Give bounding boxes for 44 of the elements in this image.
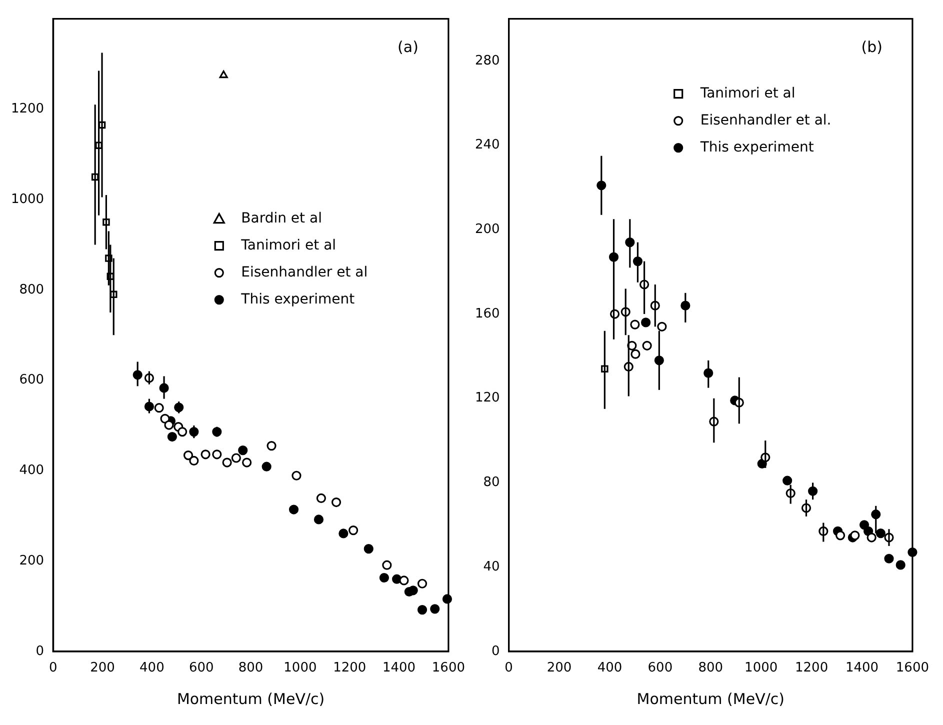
legend-label: This experiment xyxy=(699,139,814,156)
y-tick-label: 240 xyxy=(474,138,500,153)
y-tick-label: 80 xyxy=(483,475,500,490)
y-tick-label: 200 xyxy=(474,222,500,238)
x-tick-label: 200 xyxy=(546,660,572,676)
y-tick-label: 280 xyxy=(474,53,500,68)
x-tick-label: 600 xyxy=(648,660,673,676)
y-tick-label: 400 xyxy=(19,463,44,478)
x-tick-label: 1600 xyxy=(896,660,930,676)
y-tick-label: 800 xyxy=(19,282,44,298)
x-tick-label: 1000 xyxy=(744,660,778,676)
x-tick-label: 1000 xyxy=(284,660,317,676)
legend-label: Eisenhandler et al. xyxy=(700,112,832,128)
x-tick-label: 0 xyxy=(504,660,513,676)
x-tick-label: 1400 xyxy=(382,660,416,676)
x-tick-label: 1200 xyxy=(795,660,828,676)
x-tick-label: 400 xyxy=(140,660,164,676)
legend-label: Bardin et al xyxy=(241,210,322,226)
legend-label: Tanimori et al xyxy=(240,237,336,254)
y-tick-label: 600 xyxy=(19,372,44,388)
x-axis-title: Momentum (MeV/c) xyxy=(176,690,325,708)
legend-label: This experiment xyxy=(240,291,356,308)
x-tick-label: 400 xyxy=(597,660,622,676)
y-tick-label: 0 xyxy=(492,644,500,659)
y-tick-label: 0 xyxy=(36,644,44,659)
x-tick-label: 200 xyxy=(90,660,115,676)
x-tick-label: 1200 xyxy=(333,660,366,676)
x-tick-label: 1600 xyxy=(432,660,466,676)
x-tick-label: 1400 xyxy=(845,660,879,676)
y-tick-label: 40 xyxy=(483,559,500,574)
x-tick-label: 800 xyxy=(238,660,264,676)
x-tick-label: 800 xyxy=(698,660,724,676)
x-tick-label: 600 xyxy=(188,660,214,676)
legend-label: Eisenhandler et al xyxy=(241,264,368,280)
x-axis-title: Momentum (MeV/c) xyxy=(636,690,784,708)
y-tick-label: 160 xyxy=(474,306,500,322)
annotation: (b) xyxy=(861,38,882,56)
y-tick-label: 120 xyxy=(474,390,500,406)
y-tick-label: 200 xyxy=(19,553,44,568)
annotation: (a) xyxy=(398,38,418,56)
y-tick-label: 1000 xyxy=(10,192,44,207)
legend-label: Tanimori et al xyxy=(699,85,796,102)
x-tick-label: 0 xyxy=(48,660,58,676)
y-tick-label: 1200 xyxy=(10,102,44,117)
